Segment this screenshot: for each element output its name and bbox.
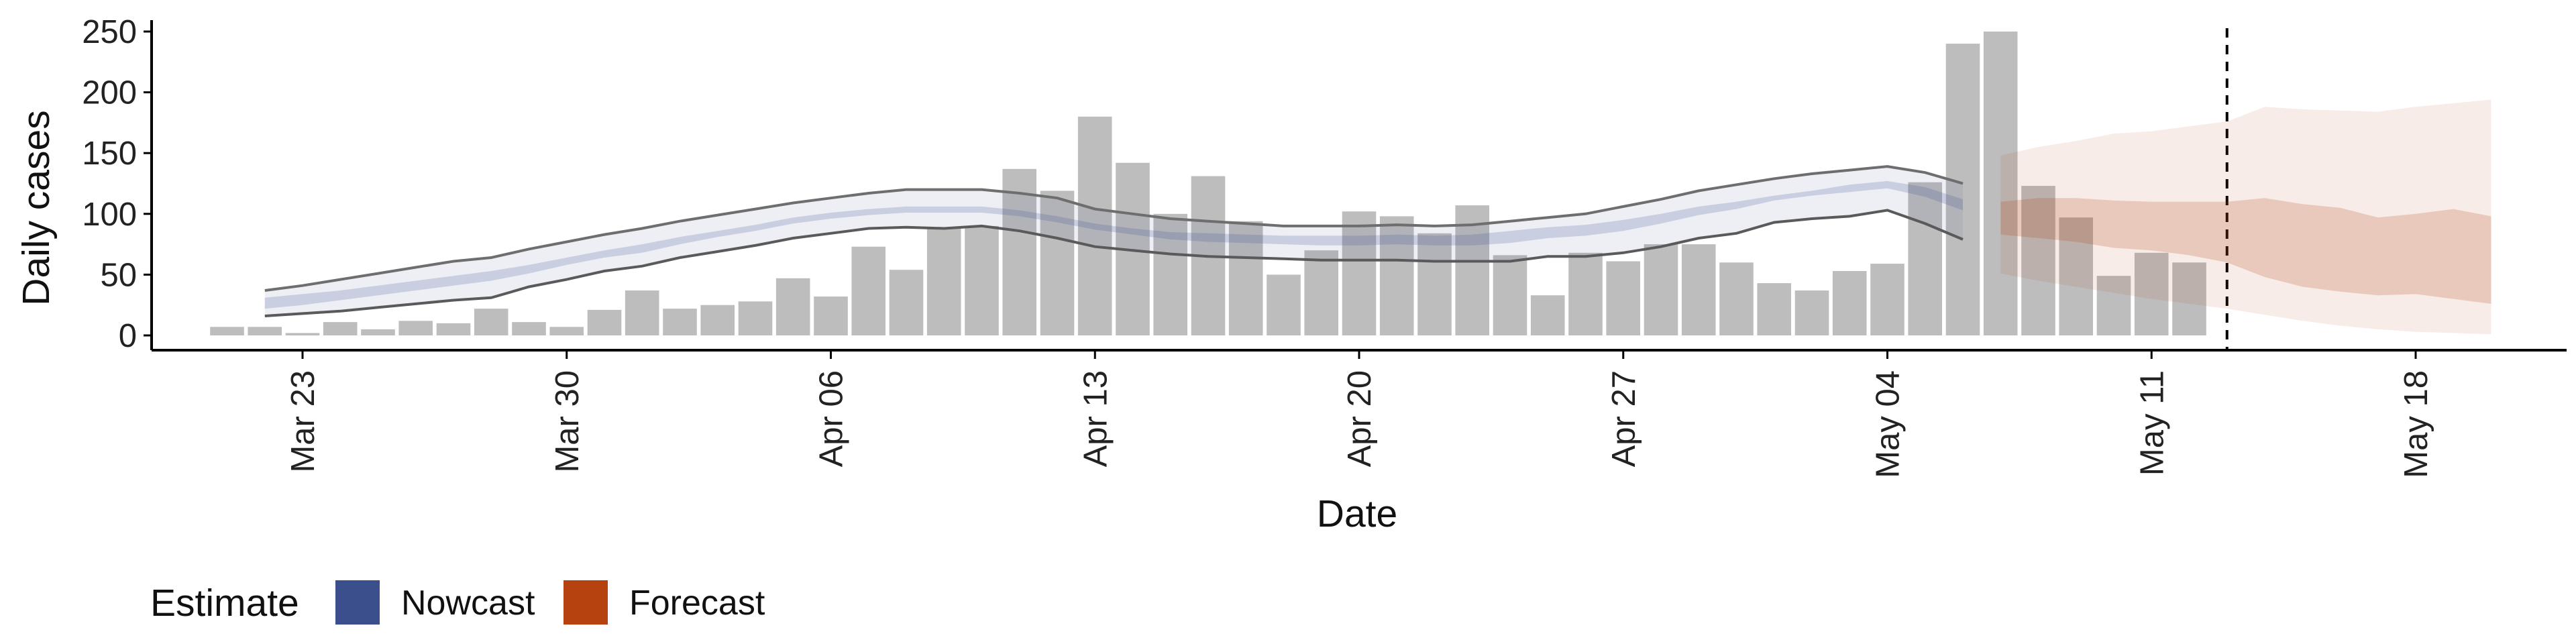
x-tick-label-4: Apr 20 — [1342, 370, 1378, 467]
bar-2020-04-10 — [965, 225, 999, 335]
bar-2020-05-08 — [2021, 186, 2055, 335]
legend-label-forecast: Forecast — [629, 584, 765, 623]
x-tick-label-2: Apr 06 — [814, 370, 850, 467]
bar-2020-04-20 — [1342, 211, 1377, 335]
bar-2020-04-02 — [663, 309, 697, 335]
bar-2020-04-05 — [775, 278, 810, 335]
legend-label-nowcast: Nowcast — [401, 584, 535, 623]
bar-2020-03-31 — [587, 309, 622, 335]
bar-2020-03-26 — [398, 321, 433, 335]
bar-2020-04-15 — [1153, 213, 1187, 335]
bar-2020-04-07 — [851, 246, 885, 335]
bar-2020-03-23 — [285, 333, 320, 335]
nowcast-band-90 — [264, 166, 1963, 316]
axes: 0 50 100 150 200 250 Mar 23 Mar 30 Apr 06 Apr 13 A… — [82, 14, 2567, 478]
x-tick-label-7: May 11 — [2134, 370, 2170, 476]
nowcast-lower-line — [264, 209, 1964, 317]
x-axis-title: Date — [1317, 492, 1397, 535]
bar-2020-03-25 — [361, 329, 395, 335]
bar-2020-05-07 — [1983, 32, 2018, 335]
y-tick-label-200: 200 — [82, 75, 137, 111]
bar-2020-04-11 — [1002, 168, 1036, 335]
bar-2020-04-21 — [1379, 216, 1414, 335]
bar-2020-04-30 — [1719, 262, 1754, 335]
bar-2020-04-13 — [1077, 116, 1112, 336]
forecast-band-90 — [2000, 99, 2491, 335]
y-tick-label-150: 150 — [82, 136, 137, 172]
bar-2020-03-30 — [549, 327, 584, 335]
observed-cases-bars — [210, 32, 2206, 336]
bar-2020-05-02 — [1794, 290, 1829, 335]
estimate-bands — [264, 99, 2491, 335]
bar-2020-03-28 — [474, 309, 508, 335]
bar-2020-05-04 — [1870, 264, 1904, 335]
bar-2020-05-01 — [1757, 283, 1791, 335]
x-tick-label-6: May 04 — [1870, 370, 1907, 478]
bar-2020-05-03 — [1832, 271, 1867, 335]
bar-2020-04-03 — [700, 305, 735, 335]
bar-2020-05-11 — [2134, 252, 2169, 335]
legend-swatch-forecast — [564, 580, 608, 625]
bar-2020-04-04 — [738, 301, 773, 335]
x-tick-label-0: Mar 23 — [285, 370, 321, 473]
x-tick-label-5: Apr 27 — [1606, 370, 1642, 467]
bar-2020-04-25 — [1530, 295, 1565, 335]
bar-2020-04-12 — [1040, 191, 1075, 335]
x-tick-label-8: May 18 — [2398, 370, 2434, 478]
x-tick-label-1: Mar 30 — [549, 370, 586, 473]
bar-2020-04-19 — [1304, 250, 1338, 335]
forecast-band-50 — [2000, 198, 2491, 304]
legend-title: Estimate — [150, 582, 299, 625]
bar-2020-04-26 — [1568, 252, 1603, 335]
y-tick-label-0: 0 — [119, 318, 137, 354]
bar-2020-05-05 — [1908, 182, 1942, 335]
bar-2020-04-01 — [625, 290, 659, 335]
bar-2020-04-09 — [926, 228, 961, 335]
bar-2020-03-22 — [248, 327, 282, 335]
bar-2020-05-09 — [2059, 217, 2093, 335]
bar-2020-03-29 — [512, 322, 546, 335]
bar-2020-04-18 — [1267, 274, 1301, 335]
bar-2020-05-06 — [1945, 44, 1980, 335]
bar-2020-04-28 — [1644, 244, 1678, 335]
bar-2020-03-24 — [323, 322, 358, 335]
bar-2020-05-12 — [2172, 262, 2206, 335]
bar-2020-04-17 — [1228, 221, 1263, 335]
bar-2020-03-27 — [436, 323, 471, 335]
bar-2020-04-22 — [1417, 233, 1452, 335]
nowcast-band-50 — [264, 180, 1963, 309]
legend-swatch-nowcast — [335, 580, 380, 625]
y-tick-label-50: 50 — [100, 257, 137, 293]
y-tick-label-250: 250 — [82, 14, 137, 50]
y-axis-title: Daily cases — [15, 110, 58, 305]
nowcast-upper-line — [264, 165, 1964, 292]
x-tick-label-3: Apr 13 — [1077, 370, 1114, 467]
bar-2020-03-21 — [210, 327, 244, 335]
legend: Estimate Nowcast Forecast — [150, 580, 765, 625]
bar-2020-05-10 — [2096, 276, 2131, 335]
bar-2020-04-06 — [814, 297, 848, 335]
bar-2020-04-24 — [1493, 255, 1527, 335]
y-tick-label-100: 100 — [82, 197, 137, 233]
bar-2020-04-23 — [1455, 205, 1489, 335]
bar-2020-04-29 — [1681, 244, 1716, 335]
bar-2020-04-08 — [889, 270, 924, 335]
bar-2020-04-27 — [1606, 261, 1640, 335]
